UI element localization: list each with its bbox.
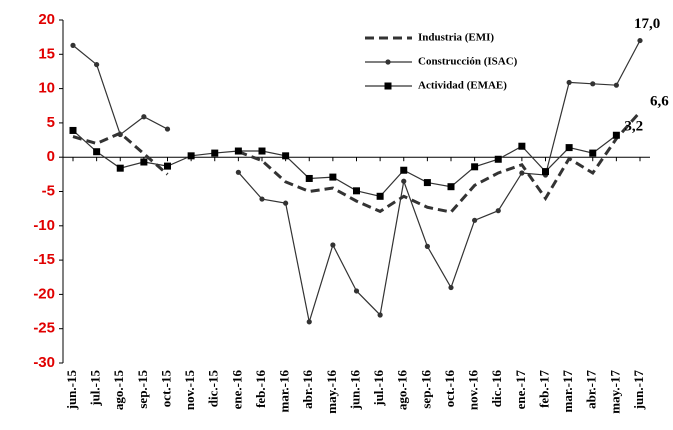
x-tick-label: ago.-16 — [395, 370, 410, 411]
point — [259, 196, 265, 202]
y-tick-label: 15 — [38, 45, 55, 62]
legend-label: Construcción (ISAC) — [418, 56, 518, 68]
point — [353, 187, 360, 195]
x-tick-label: oct.-15 — [158, 370, 173, 408]
point — [612, 131, 620, 139]
point — [258, 147, 266, 155]
point — [329, 173, 337, 181]
annotation: 17,0 — [634, 16, 660, 32]
point — [376, 192, 384, 200]
y-tick-label: -15 — [33, 251, 55, 268]
point — [401, 178, 407, 184]
point — [353, 288, 360, 294]
x-tick-label: jul.-15 — [88, 370, 103, 407]
x-tick-label: abr.-16 — [300, 370, 315, 409]
y-tick-label: -5 — [42, 182, 55, 199]
point — [93, 148, 101, 156]
point — [613, 82, 619, 88]
point — [70, 42, 76, 48]
point — [495, 208, 501, 214]
point — [542, 168, 549, 176]
point — [565, 144, 573, 152]
point — [472, 217, 478, 223]
x-tick-label: dic.-15 — [206, 370, 221, 408]
x-tick-label: mar.-17 — [560, 370, 575, 413]
x-tick-label: jun.-15 — [64, 370, 79, 411]
x-tick-label: mar.-16 — [277, 370, 292, 413]
legend-label: Actividad (EMAE) — [418, 80, 507, 92]
x-tick-label: sep.-16 — [418, 370, 433, 409]
point — [69, 126, 77, 134]
x-tick-label: jun.-16 — [347, 370, 362, 411]
point — [589, 149, 597, 157]
point — [519, 170, 525, 176]
x-tick-label: dic.-16 — [489, 370, 504, 408]
point — [423, 179, 431, 187]
y-tick-label: -25 — [33, 320, 55, 337]
point — [424, 243, 430, 249]
y-tick-label: -20 — [33, 285, 55, 302]
point — [637, 37, 643, 44]
point — [377, 312, 383, 318]
point — [140, 158, 148, 166]
point — [164, 126, 171, 132]
x-tick-label: oct.-16 — [442, 370, 457, 408]
point — [590, 81, 596, 87]
x-tick-label: feb.-16 — [253, 370, 268, 408]
y-tick-label: -10 — [33, 217, 55, 234]
x-tick-label: ago.-15 — [111, 370, 126, 411]
point — [234, 147, 242, 155]
point — [235, 169, 241, 175]
x-tick-label: nov.-16 — [466, 370, 481, 411]
point — [116, 164, 124, 172]
legend-label: Industria (EMI) — [418, 32, 494, 44]
x-tick-label: ene.-16 — [229, 370, 244, 410]
series-line — [72, 130, 617, 197]
y-tick-label: -30 — [33, 354, 55, 371]
point — [117, 131, 123, 138]
x-tick-label: ene.-17 — [513, 370, 528, 410]
legend-marker — [385, 59, 391, 65]
point — [306, 319, 312, 325]
y-tick-label: 0 — [47, 148, 55, 165]
point — [141, 114, 147, 120]
point — [330, 242, 336, 248]
y-tick-label: 5 — [47, 114, 55, 131]
point — [305, 174, 313, 182]
point — [94, 61, 100, 68]
x-tick-label: jul.-16 — [371, 370, 386, 407]
x-tick-label: may.-17 — [607, 370, 622, 414]
x-tick-label: may.-16 — [324, 370, 339, 414]
point — [282, 152, 290, 160]
point — [494, 155, 502, 163]
x-tick-label: feb.-17 — [536, 370, 551, 408]
x-tick-label: jun.-17 — [631, 370, 646, 411]
point — [400, 166, 408, 174]
x-tick-label: abr.-17 — [584, 370, 599, 409]
point — [471, 163, 479, 171]
annotation: 3,2 — [624, 119, 643, 135]
point — [448, 284, 454, 291]
x-tick-label: nov.-15 — [182, 370, 197, 411]
point — [211, 149, 219, 157]
y-tick-label: 10 — [38, 80, 55, 97]
point — [566, 79, 572, 86]
y-tick-label: 20 — [38, 11, 55, 28]
point — [187, 152, 195, 160]
x-tick-label: sep.-15 — [135, 370, 150, 409]
point — [447, 183, 455, 191]
point — [518, 142, 526, 150]
annotation: 6,6 — [650, 93, 669, 109]
point — [283, 200, 289, 206]
legend-marker — [384, 82, 392, 90]
point — [164, 162, 171, 170]
